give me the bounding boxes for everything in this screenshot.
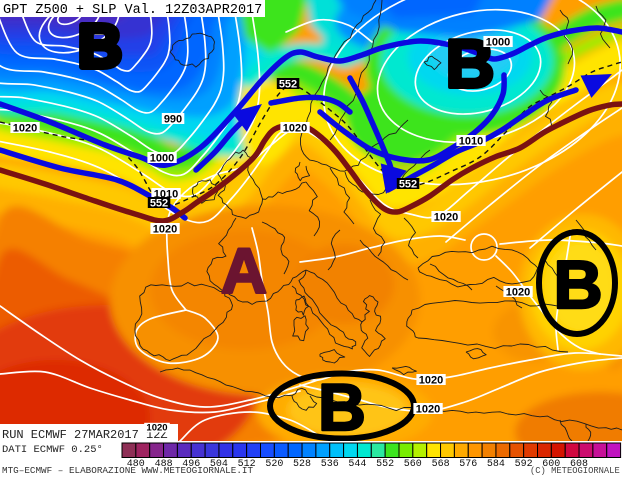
svg-text:488: 488	[155, 459, 173, 470]
svg-text:584: 584	[487, 459, 505, 470]
svg-text:528: 528	[293, 459, 311, 470]
svg-text:1000: 1000	[150, 152, 174, 164]
svg-text:1020: 1020	[13, 122, 37, 134]
svg-text:496: 496	[182, 459, 200, 470]
svg-text:552: 552	[376, 459, 394, 470]
svg-text:1020: 1020	[434, 211, 458, 223]
svg-text:552: 552	[279, 78, 297, 90]
svg-text:568: 568	[432, 459, 450, 470]
svg-text:520: 520	[265, 459, 283, 470]
svg-text:504: 504	[210, 459, 228, 470]
svg-text:B: B	[78, 12, 122, 80]
svg-text:1020: 1020	[416, 403, 440, 415]
svg-text:1000: 1000	[486, 36, 510, 48]
svg-text:576: 576	[459, 459, 477, 470]
svg-text:A: A	[221, 235, 267, 307]
svg-text:RUN ECMWF 27MAR2017 12Z: RUN ECMWF 27MAR2017 12Z	[2, 428, 168, 442]
svg-text:MTG–ECMWF – ELABORAZIONE WWW.M: MTG–ECMWF – ELABORAZIONE WWW.METEOGIORNA…	[2, 465, 253, 476]
svg-text:544: 544	[348, 459, 366, 470]
svg-text:1010: 1010	[459, 135, 483, 147]
svg-text:DATI ECMWF 0.25°: DATI ECMWF 0.25°	[2, 444, 103, 456]
svg-text:GPT Z500 + SLP Val. 12Z03APR20: GPT Z500 + SLP Val. 12Z03APR2017	[3, 3, 262, 18]
svg-text:536: 536	[321, 459, 339, 470]
svg-text:512: 512	[238, 459, 256, 470]
svg-text:560: 560	[404, 459, 422, 470]
svg-text:552: 552	[399, 178, 417, 190]
svg-text:600: 600	[542, 459, 560, 470]
svg-text:1020: 1020	[283, 122, 307, 134]
svg-text:1020: 1020	[153, 223, 177, 235]
svg-text:480: 480	[127, 459, 145, 470]
svg-text:608: 608	[570, 459, 588, 470]
svg-text:990: 990	[164, 113, 182, 125]
svg-text:552: 552	[150, 197, 168, 209]
svg-text:592: 592	[515, 459, 533, 470]
svg-text:B: B	[318, 370, 366, 444]
svg-text:976: 976	[96, 25, 111, 35]
svg-text:(C) METEOGIORNALE: (C) METEOGIORNALE	[530, 466, 620, 476]
svg-text:1020: 1020	[146, 423, 167, 434]
svg-text:1020: 1020	[419, 374, 443, 386]
svg-text:1020: 1020	[506, 286, 530, 298]
svg-text:B: B	[553, 247, 602, 323]
